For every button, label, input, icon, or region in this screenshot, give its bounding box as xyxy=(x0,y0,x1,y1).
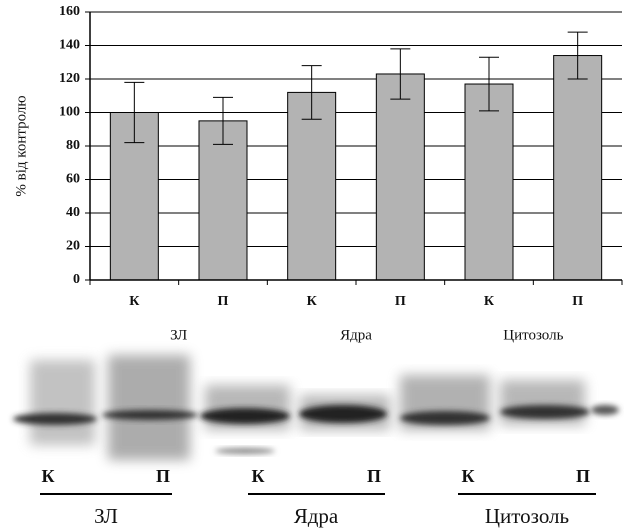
y-tick-label: 0 xyxy=(73,272,80,287)
y-tick-label: 100 xyxy=(59,105,80,120)
blot-group-label: ЗЛ xyxy=(94,504,118,528)
western-blot xyxy=(13,355,619,495)
y-tick-label: 160 xyxy=(59,4,80,19)
y-tick-label: 120 xyxy=(59,71,80,86)
blot-band xyxy=(13,413,97,425)
bar xyxy=(464,83,514,281)
y-tick-label: 20 xyxy=(66,239,80,254)
blot-smear xyxy=(108,355,190,460)
y-tick-label: 140 xyxy=(59,38,80,53)
blot-band xyxy=(400,411,490,425)
bar xyxy=(287,91,337,281)
y-tick-label: 60 xyxy=(66,172,80,187)
group-label: Цитозоль xyxy=(503,327,563,343)
group-label: Ядра xyxy=(340,327,372,343)
group-label: ЗЛ xyxy=(170,327,187,343)
blot-lane-label: П xyxy=(156,466,170,486)
y-tick-label: 80 xyxy=(66,138,80,153)
bar xyxy=(553,55,603,281)
blot-lane-label: П xyxy=(367,466,381,486)
y-axis-label: % від контролю xyxy=(13,95,29,196)
blot-band xyxy=(215,448,275,454)
x-tick-label: П xyxy=(218,294,229,309)
blot-group-label: Цитозоль xyxy=(485,504,569,528)
bar xyxy=(375,73,425,281)
x-tick-label: П xyxy=(572,294,583,309)
blot-lane-label: П xyxy=(576,466,590,486)
blot-group-label: Ядра xyxy=(294,504,339,528)
x-tick-label: К xyxy=(484,294,495,309)
y-tick-label: 40 xyxy=(66,205,80,220)
blot-smear xyxy=(30,360,95,445)
blot-lane-label: К xyxy=(41,466,54,486)
blot-band xyxy=(500,405,590,419)
x-tick-label: П xyxy=(395,294,406,309)
blot-band xyxy=(299,405,387,423)
x-tick-label: К xyxy=(307,294,318,309)
blot-band xyxy=(102,410,198,420)
blot-band xyxy=(591,405,619,415)
blot-lane-label: К xyxy=(251,466,264,486)
x-tick-label: К xyxy=(129,294,140,309)
blot-band xyxy=(200,408,290,424)
bar xyxy=(198,120,248,281)
blot-lane-label: К xyxy=(461,466,474,486)
